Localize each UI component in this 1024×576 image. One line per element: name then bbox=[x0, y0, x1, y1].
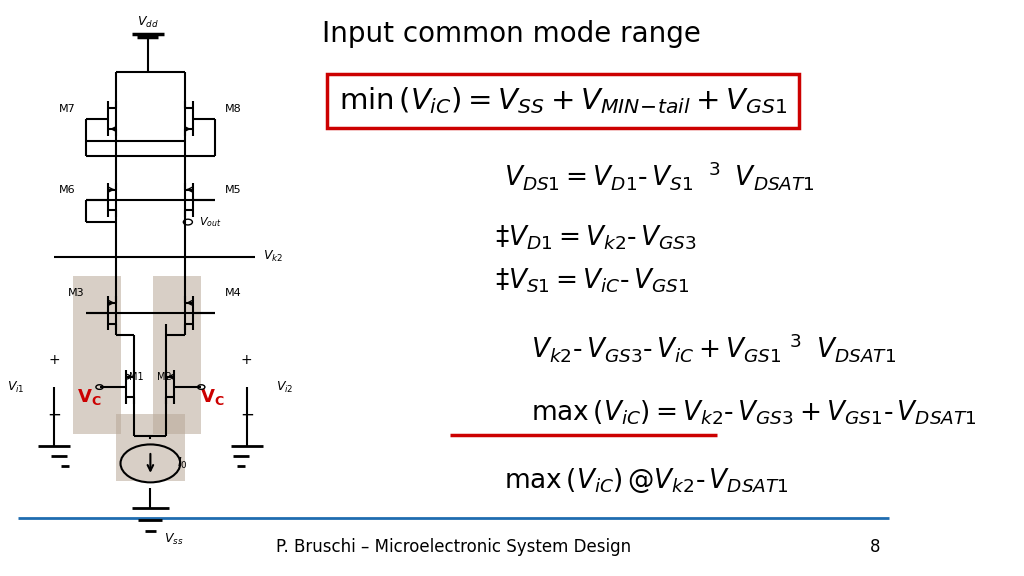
Text: M4: M4 bbox=[225, 289, 242, 298]
Text: $V_{ss}$: $V_{ss}$ bbox=[164, 532, 183, 547]
Text: Input common mode range: Input common mode range bbox=[323, 20, 701, 48]
FancyBboxPatch shape bbox=[116, 414, 185, 480]
Text: M3: M3 bbox=[68, 289, 84, 298]
Text: M1: M1 bbox=[129, 372, 143, 382]
FancyBboxPatch shape bbox=[73, 276, 121, 434]
Text: $V_{i1}$: $V_{i1}$ bbox=[7, 380, 25, 395]
Text: M6: M6 bbox=[59, 185, 76, 195]
Text: $V_{out}$: $V_{out}$ bbox=[199, 215, 221, 229]
Text: $\mathbf{V_C}$: $\mathbf{V_C}$ bbox=[200, 387, 224, 407]
Text: 8: 8 bbox=[869, 538, 881, 556]
Text: $\mathrm{max}\,(V_{iC})\,@V_{k2}\text{-}\, V_{DSAT1}$: $\mathrm{max}\,(V_{iC})\,@V_{k2}\text{-}… bbox=[504, 467, 788, 495]
Text: M5: M5 bbox=[225, 185, 242, 195]
Text: $\mathrm{max}\,(V_{iC})= V_{k2}\text{-}\, V_{GS3} + V_{GS1}\text{-}\, V_{DSAT1}$: $\mathrm{max}\,(V_{iC})= V_{k2}\text{-}\… bbox=[531, 399, 977, 427]
Text: $V_{dd}$: $V_{dd}$ bbox=[137, 15, 159, 30]
Text: $V_{k2}\text{-}\, V_{GS3}\text{-}\, V_{iC} + V_{GS1}\;{}^{3}\;\; V_{DSAT1}$: $V_{k2}\text{-}\, V_{GS3}\text{-}\, V_{i… bbox=[531, 331, 896, 364]
Text: P. Bruschi – Microelectronic System Design: P. Bruschi – Microelectronic System Desi… bbox=[276, 538, 632, 556]
Text: +: + bbox=[241, 353, 253, 367]
Text: $V_{i2}$: $V_{i2}$ bbox=[276, 380, 294, 395]
Text: $\mathbf{V_C}$: $\mathbf{V_C}$ bbox=[77, 387, 101, 407]
Text: $I_0$: $I_0$ bbox=[177, 456, 187, 471]
Text: −: − bbox=[47, 405, 61, 423]
Text: $V_{DS1} = V_{D1}\text{-}\, V_{S1}\;\;{}^{3}\;\; V_{DSAT1}$: $V_{DS1} = V_{D1}\text{-}\, V_{S1}\;\;{}… bbox=[504, 159, 814, 192]
Text: $\ddagger V_{S1} = V_{iC}\text{-}\, V_{GS1}$: $\ddagger V_{S1} = V_{iC}\text{-}\, V_{G… bbox=[495, 266, 689, 295]
Text: $\ddagger V_{D1} = V_{k2}\text{-}\, V_{GS3}$: $\ddagger V_{D1} = V_{k2}\text{-}\, V_{G… bbox=[495, 223, 696, 252]
Text: −: − bbox=[240, 405, 254, 423]
Text: +: + bbox=[48, 353, 59, 367]
Text: $\mathrm{min}\,(V_{iC})= V_{SS} + V_{MIN\!-\! tail} + V_{GS1}$: $\mathrm{min}\,(V_{iC})= V_{SS} + V_{MIN… bbox=[339, 85, 786, 116]
Text: $V_{k2}$: $V_{k2}$ bbox=[263, 249, 283, 264]
Text: M7: M7 bbox=[59, 104, 76, 114]
Text: M2: M2 bbox=[157, 372, 172, 382]
FancyBboxPatch shape bbox=[153, 276, 202, 434]
Text: M8: M8 bbox=[225, 104, 242, 114]
